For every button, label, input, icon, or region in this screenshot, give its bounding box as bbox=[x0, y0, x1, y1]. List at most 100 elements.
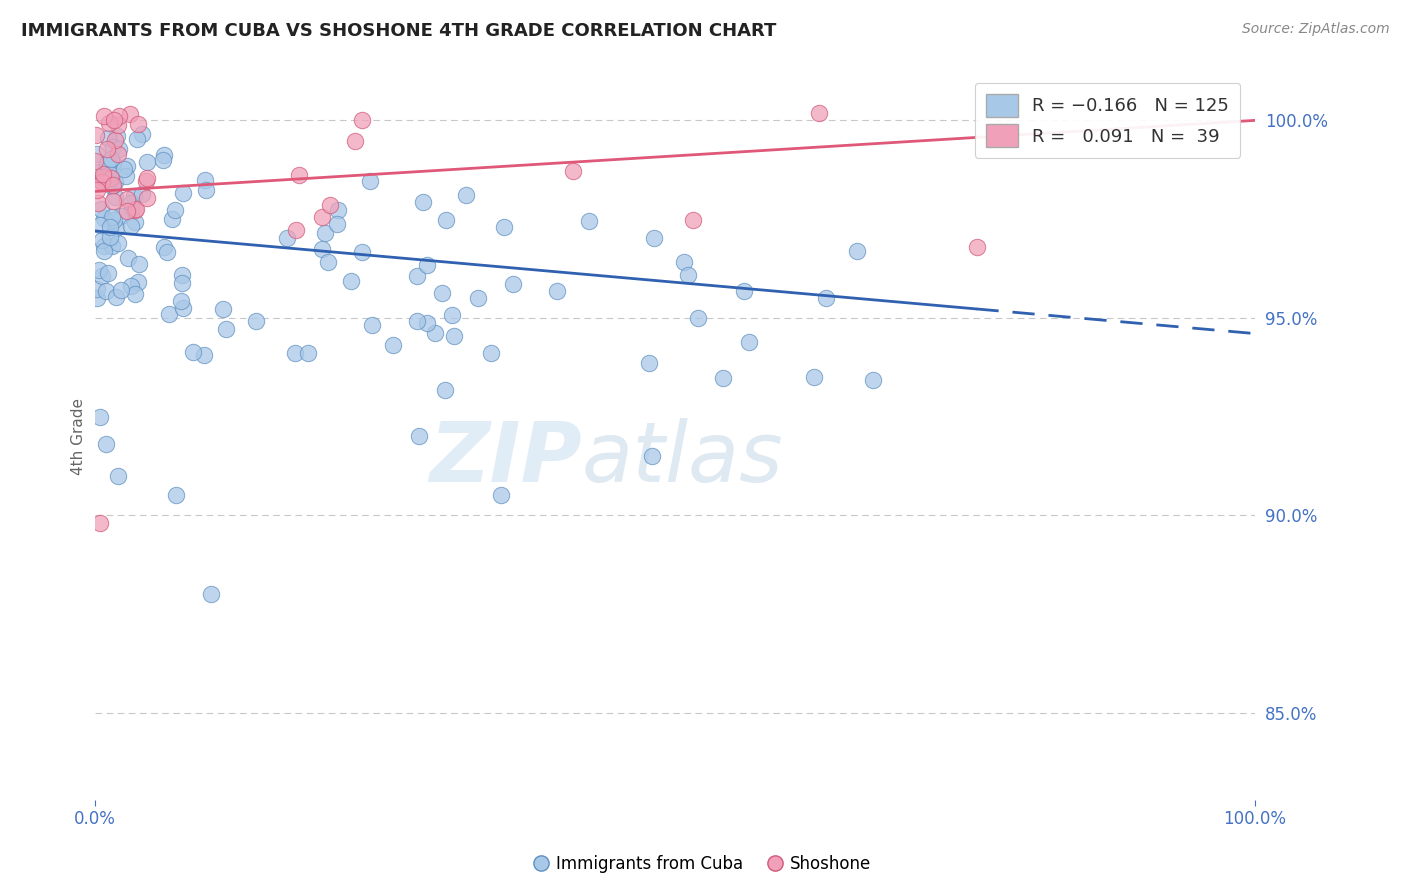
Point bbox=[172, 301, 194, 315]
Point bbox=[101, 179, 124, 194]
Point bbox=[96, 155, 118, 169]
Point bbox=[120, 107, 142, 121]
Point bbox=[193, 348, 215, 362]
Point bbox=[107, 118, 129, 132]
Point bbox=[170, 293, 193, 308]
Point bbox=[104, 175, 127, 189]
Point bbox=[578, 214, 600, 228]
Point bbox=[115, 192, 138, 206]
Point bbox=[107, 235, 129, 250]
Point bbox=[107, 146, 129, 161]
Point bbox=[135, 174, 157, 188]
Point bbox=[156, 245, 179, 260]
Point bbox=[90, 202, 112, 217]
Point bbox=[966, 240, 988, 254]
Legend: Immigrants from Cuba, Shoshone: Immigrants from Cuba, Shoshone bbox=[529, 848, 877, 880]
Point bbox=[84, 128, 107, 143]
Point bbox=[96, 142, 118, 156]
Point bbox=[120, 196, 142, 211]
Point bbox=[107, 468, 129, 483]
Point bbox=[124, 215, 146, 229]
Point bbox=[441, 308, 464, 322]
Point bbox=[359, 174, 381, 188]
Point bbox=[110, 283, 132, 297]
Point bbox=[94, 284, 117, 298]
Point bbox=[344, 134, 367, 148]
Point bbox=[101, 211, 124, 225]
Point bbox=[326, 202, 349, 217]
Point bbox=[136, 191, 159, 205]
Point bbox=[194, 173, 217, 187]
Point bbox=[101, 238, 124, 252]
Point bbox=[433, 383, 456, 397]
Point bbox=[97, 130, 120, 145]
Point bbox=[361, 318, 384, 332]
Point bbox=[89, 219, 111, 233]
Y-axis label: 4th Grade: 4th Grade bbox=[72, 398, 86, 475]
Point bbox=[97, 159, 120, 173]
Point bbox=[153, 240, 176, 254]
Point bbox=[120, 219, 142, 234]
Point bbox=[103, 140, 125, 154]
Point bbox=[97, 177, 120, 191]
Point bbox=[93, 110, 115, 124]
Point bbox=[314, 227, 336, 241]
Point bbox=[93, 211, 115, 225]
Point bbox=[803, 370, 825, 384]
Point bbox=[352, 244, 374, 259]
Text: Source: ZipAtlas.com: Source: ZipAtlas.com bbox=[1241, 22, 1389, 37]
Point bbox=[103, 112, 125, 127]
Point bbox=[153, 148, 176, 162]
Point bbox=[122, 189, 145, 203]
Point bbox=[86, 147, 108, 161]
Point bbox=[319, 198, 342, 212]
Point bbox=[86, 282, 108, 296]
Point bbox=[97, 116, 120, 130]
Point bbox=[494, 219, 516, 234]
Point bbox=[406, 314, 429, 328]
Point bbox=[100, 168, 122, 182]
Point bbox=[93, 238, 115, 252]
Point bbox=[311, 210, 333, 224]
Point bbox=[408, 429, 430, 443]
Point bbox=[172, 276, 194, 290]
Text: atlas: atlas bbox=[582, 417, 783, 499]
Point bbox=[87, 263, 110, 277]
Text: ZIP: ZIP bbox=[429, 417, 582, 499]
Point bbox=[382, 337, 405, 351]
Point bbox=[640, 449, 662, 463]
Point bbox=[546, 285, 568, 299]
Point bbox=[91, 233, 114, 247]
Point bbox=[89, 516, 111, 530]
Point bbox=[172, 186, 194, 200]
Point bbox=[101, 156, 124, 170]
Point bbox=[454, 188, 477, 202]
Point bbox=[200, 587, 222, 601]
Point bbox=[86, 183, 108, 197]
Point bbox=[91, 167, 114, 181]
Point bbox=[430, 286, 453, 301]
Point bbox=[105, 128, 128, 143]
Point bbox=[84, 153, 107, 168]
Legend: R = −0.166   N = 125, R =   0.091   N =  39: R = −0.166 N = 125, R = 0.091 N = 39 bbox=[974, 83, 1240, 158]
Point bbox=[157, 307, 180, 321]
Point bbox=[136, 155, 159, 169]
Point bbox=[96, 437, 118, 451]
Point bbox=[131, 127, 153, 141]
Point bbox=[121, 202, 143, 216]
Point bbox=[160, 212, 183, 227]
Point bbox=[416, 258, 439, 272]
Point bbox=[326, 217, 349, 231]
Point bbox=[104, 190, 127, 204]
Point bbox=[165, 488, 187, 502]
Point bbox=[637, 356, 659, 370]
Point bbox=[117, 251, 139, 265]
Point bbox=[125, 131, 148, 145]
Point bbox=[245, 313, 267, 327]
Point bbox=[434, 213, 457, 227]
Point bbox=[862, 373, 884, 387]
Point bbox=[489, 488, 512, 502]
Point bbox=[412, 195, 434, 210]
Point bbox=[93, 244, 115, 258]
Point bbox=[672, 254, 695, 268]
